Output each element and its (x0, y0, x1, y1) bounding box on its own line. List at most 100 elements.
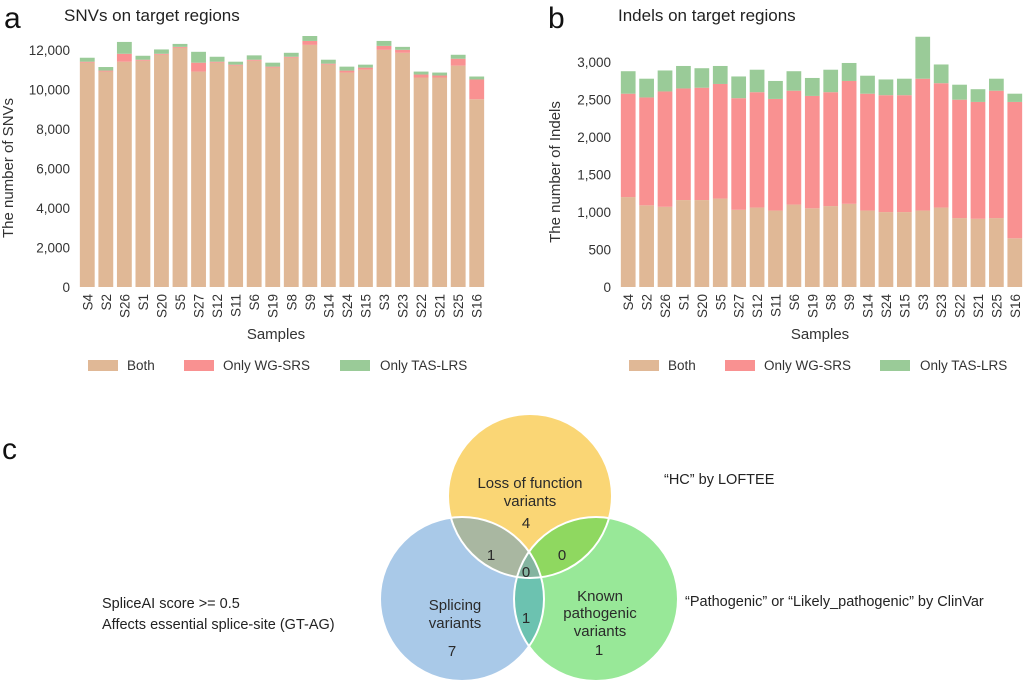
indel-y-tick-label: 0 (603, 280, 611, 295)
indel-x-tick-label: S20 (695, 294, 710, 318)
snv-y-axis-label: The number of SNVs (0, 98, 17, 238)
indel-x-tick-label: S4 (621, 294, 636, 311)
snv-x-tick-label: S19 (266, 294, 281, 318)
snv-bar-s27-only-wg-srs (191, 62, 206, 72)
indel-x-tick-label: S3 (916, 294, 931, 311)
snv-legend-label-only-tas-lrs: Only TAS-LRS (380, 358, 467, 373)
indel-x-tick-label: S23 (934, 294, 949, 318)
indel-y-tick-label: 2,500 (577, 93, 611, 108)
snv-bar-s20-only-wg-srs (154, 53, 169, 55)
indel-x-tick-label: S1 (676, 294, 691, 311)
indel-bar-s21-only-wg-srs (970, 101, 986, 219)
snv-bar-s6-only-tas-lrs (246, 55, 262, 60)
indel-bar-s23-only-wg-srs (933, 83, 949, 208)
indel-x-tick-label: S15 (897, 294, 912, 318)
indel-x-tick-label: S16 (1008, 294, 1023, 318)
indel-bar-s24-only-wg-srs (878, 95, 894, 213)
snv-x-tick-label: S14 (321, 294, 336, 319)
indel-legend-label-both: Both (668, 358, 696, 373)
snv-y-tick-label: 6,000 (36, 161, 70, 176)
indel-bar-s11-both (768, 210, 783, 287)
indel-bar-s27-only-wg-srs (731, 98, 747, 210)
snv-y-tick-label: 8,000 (36, 122, 70, 137)
indel-bar-s3-both (915, 210, 931, 287)
snv-x-tick-label: S4 (80, 294, 95, 311)
indel-bar-s16-only-wg-srs (1007, 101, 1023, 239)
snv-legend-swatch-both (88, 360, 118, 371)
indel-bar-s26-only-tas-lrs (657, 70, 673, 92)
venn-splicing-label-2: variants (429, 615, 482, 632)
indel-bar-s1-only-tas-lrs (676, 65, 691, 89)
venn-lof-label-2: variants (504, 493, 557, 510)
venn-lof-splicing-count: 1 (487, 547, 495, 564)
indel-x-tick-label: S9 (842, 294, 857, 311)
indel-x-tick-label: S14 (861, 294, 876, 319)
venn-outline-lof (447, 413, 613, 579)
snv-x-tick-label: S24 (340, 294, 355, 319)
indel-bar-s24-only-tas-lrs (878, 79, 894, 96)
indel-bar-s9-only-tas-lrs (841, 62, 857, 81)
indel-bar-s20-both (694, 200, 710, 287)
snv-bar-s15-only-wg-srs (358, 67, 373, 70)
snv-chart: 0 2,000 4,000 6,000 8,000 10,000 12,000 S4 S2 S26… (29, 36, 485, 318)
snv-bar-s5-only-tas-lrs (172, 43, 188, 47)
snv-x-tick-label: S16 (470, 294, 485, 318)
snv-x-tick-label: S21 (433, 294, 448, 318)
snv-bar-s23-both (395, 52, 410, 288)
snv-bar-s22-only-wg-srs (413, 74, 429, 78)
splicing-criteria-annotation-1: SpliceAI score >= 0.5 (102, 596, 240, 612)
indel-bar-s26-only-wg-srs (657, 91, 673, 207)
snv-legend-swatch-only-wg-srs (184, 360, 214, 371)
snv-bar-s22-only-tas-lrs (413, 71, 429, 75)
indel-bar-s15-both (896, 212, 912, 287)
indel-legend-swatch-only-tas-lrs (880, 360, 910, 371)
snv-x-tick-label: S1 (136, 294, 151, 311)
venn-diagram: Loss of function variants 4 Splicing var… (379, 413, 679, 682)
snv-y-tick-label: 2,000 (36, 240, 70, 255)
snv-x-tick-label: S20 (154, 294, 169, 318)
snv-legend-swatch-only-tas-lrs (340, 360, 370, 371)
venn-region-lof-known (514, 517, 612, 578)
indel-y-tick-label: 1,000 (577, 205, 611, 220)
indel-bar-s8-only-tas-lrs (823, 69, 839, 93)
snv-bar-s5-both (172, 47, 188, 287)
snv-x-tick-label: S9 (303, 294, 318, 311)
indel-legend: Both Only WG-SRS Only TAS-LRS (629, 358, 1007, 373)
splicing-criteria-annotation-2: Affects essential splice-site (GT-AG) (102, 617, 335, 633)
snv-bar-s8-only-wg-srs (283, 56, 299, 58)
indel-x-tick-label: S12 (750, 294, 765, 318)
venn-splicing-count: 7 (448, 643, 456, 660)
indel-bar-s23-both (933, 207, 949, 287)
indel-legend-swatch-both (629, 360, 659, 371)
venn-known-label-3: variants (574, 623, 627, 640)
snv-bar-s5-only-wg-srs (172, 46, 188, 48)
snv-bar-s24-only-tas-lrs (339, 66, 355, 71)
indel-bar-s22-only-wg-srs (952, 99, 967, 219)
known-criteria-annotation: “Pathogenic” or “Likely_pathogenic” by C… (685, 594, 984, 610)
indel-bar-s23-only-tas-lrs (933, 64, 949, 84)
indel-bar-s3-only-wg-srs (915, 78, 931, 211)
snv-bar-s27-both (191, 71, 206, 288)
indel-bar-s4-only-tas-lrs (620, 71, 636, 94)
venn-outline-known (513, 516, 679, 682)
indel-bar-s16-only-tas-lrs (1007, 93, 1023, 102)
indel-bar-s11-only-tas-lrs (768, 80, 783, 99)
snv-bar-s2-only-wg-srs (98, 70, 114, 72)
indel-x-tick-label: S6 (787, 294, 802, 311)
indel-chart-title: Indels on target regions (618, 6, 796, 25)
indel-x-tick-label: S21 (971, 294, 986, 318)
indel-bar-s4-only-wg-srs (620, 93, 636, 198)
indel-y-tick-label: 500 (588, 243, 611, 258)
snv-bar-s2-both (98, 71, 114, 288)
snv-bar-s26-only-tas-lrs (116, 41, 132, 54)
snv-chart-title: SNVs on target regions (64, 6, 240, 25)
snv-y-tick-label: 12,000 (29, 43, 70, 58)
snv-bar-s8-both (283, 57, 299, 287)
snv-bar-s4-only-tas-lrs (79, 57, 95, 62)
indel-y-tick-label: 3,000 (577, 55, 611, 70)
snv-bar-s15-both (358, 69, 373, 288)
indel-bar-s8-both (823, 206, 839, 287)
snv-bar-s22-both (413, 77, 429, 287)
snv-bar-s12-both (209, 62, 225, 287)
indel-bar-s2-only-tas-lrs (639, 78, 654, 98)
